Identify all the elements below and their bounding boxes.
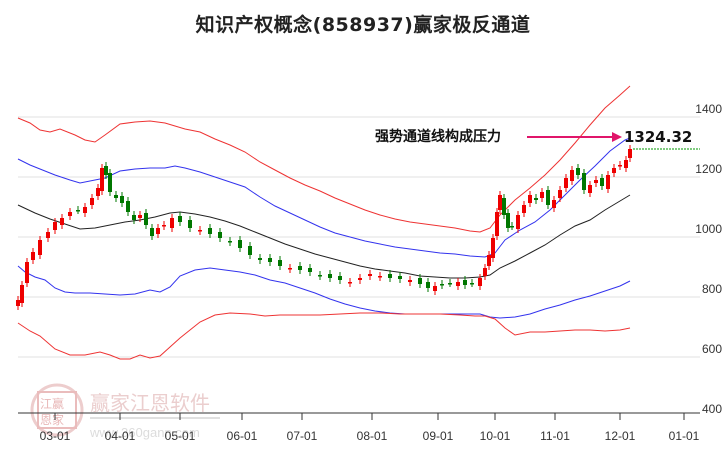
- x-tick: 06-01: [227, 429, 258, 443]
- watermark: 江赢 恩家 赢家江恩软件 www.360gann.com: [30, 383, 220, 440]
- middle-line: [17, 194, 631, 279]
- x-tick: 07-01: [287, 429, 318, 443]
- y-tick: 600: [702, 342, 722, 356]
- x-tick: 08-01: [357, 429, 388, 443]
- x-tick: 09-01: [423, 429, 454, 443]
- y-tick: 800: [702, 282, 722, 296]
- candlesticks: [16, 145, 632, 310]
- annotation-text: 强势通道线构成压力: [375, 128, 501, 145]
- x-tick: 11-01: [540, 429, 570, 443]
- inner-upper-band: [17, 137, 631, 258]
- x-tick: 04-01: [105, 429, 136, 443]
- svg-text:恩家: 恩家: [40, 412, 64, 427]
- y-tick: 1200: [695, 162, 722, 176]
- chart-title: 知识产权概念(858937)赢家极反通道: [195, 14, 531, 36]
- inner-lower-band: [17, 265, 631, 319]
- x-tick: 01-01: [669, 429, 700, 443]
- x-tick: 03-01: [40, 429, 71, 443]
- outer-upper-band: [17, 85, 631, 233]
- x-tick: 12-01: [605, 429, 636, 443]
- watermark-brand: 赢家江恩软件: [90, 391, 210, 415]
- x-tick: 05-01: [165, 429, 196, 443]
- y-tick: 1400: [695, 102, 722, 116]
- svg-text:江赢: 江赢: [40, 396, 64, 411]
- watermark-url: www.360gann.com: [89, 425, 200, 440]
- annotation-arrow: [527, 132, 622, 142]
- y-tick: 400: [702, 402, 722, 416]
- outer-lower-band: [17, 312, 631, 360]
- y-tick: 1000: [695, 222, 722, 236]
- x-axis: 03-01 04-01 05-01 06-01 07-01 08-01 09-0…: [18, 412, 700, 443]
- y-axis: 1400 1200 1000 800 600 400: [695, 102, 722, 416]
- annotation-value: 1324.32: [624, 128, 692, 146]
- gridlines: [18, 116, 700, 358]
- x-tick: 10-01: [480, 429, 511, 443]
